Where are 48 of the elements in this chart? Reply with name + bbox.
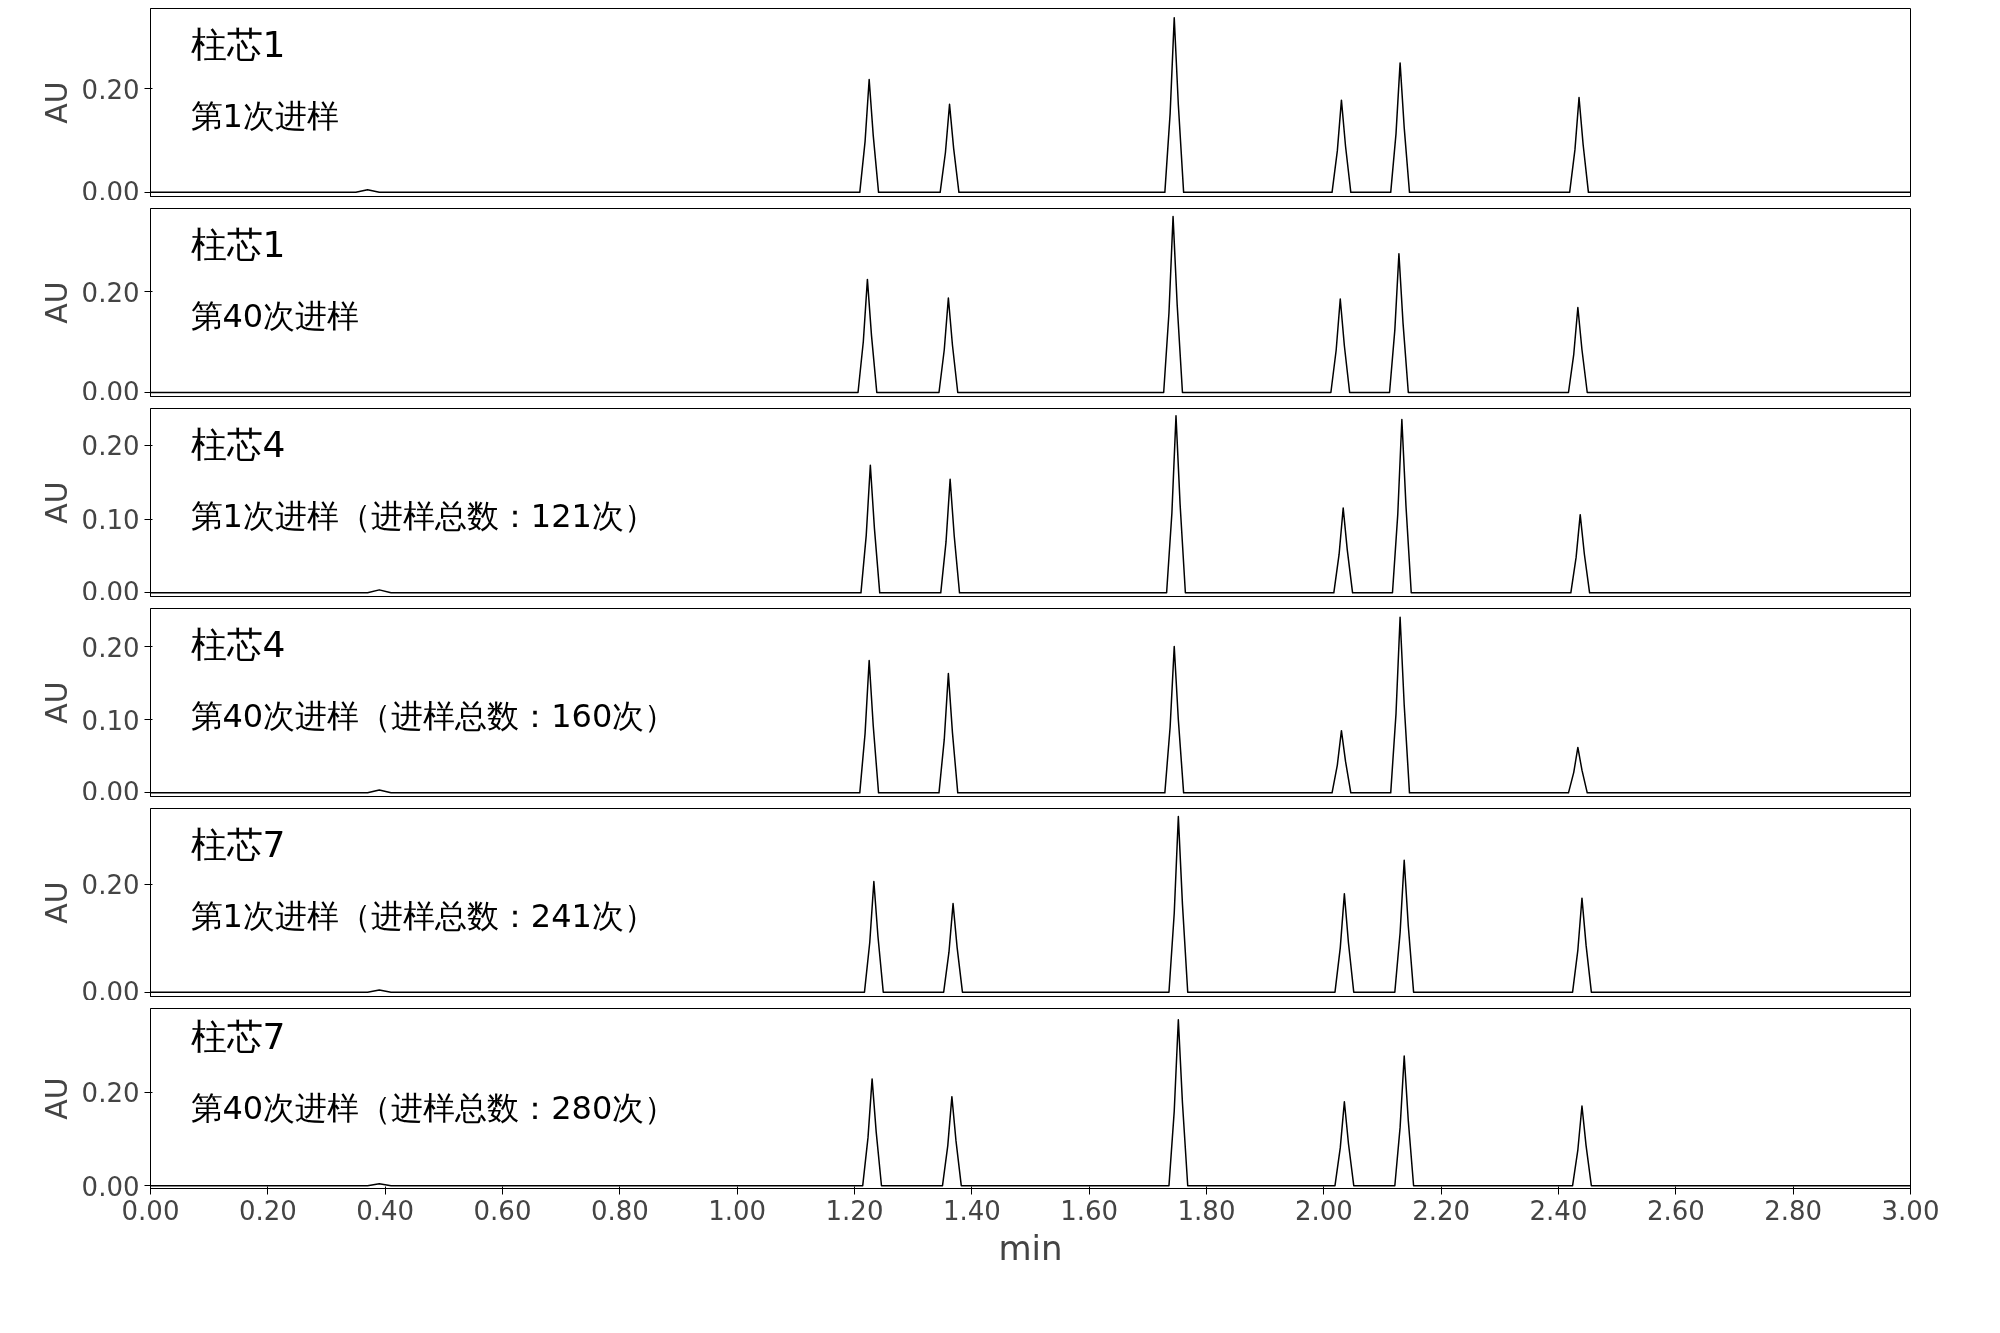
y-tick-label: 0.20	[81, 1078, 140, 1109]
y-tick-label: 0.20	[81, 431, 140, 462]
x-tick-label: 1.60	[1060, 1195, 1119, 1226]
y-tick-label: 0.00	[81, 376, 140, 407]
annotation: 柱芯7	[190, 1015, 286, 1057]
x-tick-label: 0.80	[590, 1195, 649, 1226]
y-axis-title: AU	[38, 681, 74, 724]
annotation: 柱芯1	[190, 23, 286, 65]
x-tick-label: 2.00	[1294, 1195, 1353, 1226]
annotation: 第40次进样	[190, 296, 360, 335]
annotation: 第1次进样（进样总数：121次）	[190, 496, 656, 535]
y-tick-label: 0.00	[81, 576, 140, 607]
x-tick-label: 2.60	[1646, 1195, 1705, 1226]
y-tick-label: 0.10	[81, 505, 140, 536]
y-axis-title: AU	[38, 81, 74, 124]
annotation: 柱芯1	[190, 223, 286, 265]
y-tick-label: 0.20	[81, 277, 140, 308]
x-tick-label: 3.00	[1881, 1195, 1940, 1226]
y-axis-title: AU	[38, 1077, 74, 1120]
y-tick-label: 0.20	[81, 870, 140, 901]
x-tick-label: 1.40	[942, 1195, 1001, 1226]
x-axis-title: min	[998, 1227, 1063, 1268]
x-tick-label: 0.20	[238, 1195, 297, 1226]
x-tick-label: 1.80	[1177, 1195, 1236, 1226]
x-tick-label: 0.00	[121, 1195, 180, 1226]
x-tick-label: 1.00	[708, 1195, 767, 1226]
y-axis-title: AU	[38, 481, 74, 524]
y-tick-label: 0.00	[81, 776, 140, 807]
x-tick-label: 2.40	[1529, 1195, 1588, 1226]
x-tick-label: 2.20	[1412, 1195, 1471, 1226]
x-tick-label: 1.20	[825, 1195, 884, 1226]
y-tick-label: 0.00	[81, 176, 140, 207]
annotation: 柱芯4	[190, 623, 286, 665]
y-tick-label: 0.10	[81, 705, 140, 736]
y-tick-label: 0.20	[81, 632, 140, 663]
y-axis-title: AU	[38, 281, 74, 324]
annotation: 第1次进样	[190, 96, 339, 135]
annotation: 第40次进样（进样总数：160次）	[190, 696, 677, 735]
annotation: 第1次进样（进样总数：241次）	[190, 896, 656, 935]
x-tick-label: 0.60	[473, 1195, 532, 1226]
annotation: 柱芯4	[190, 423, 286, 465]
annotation: 柱芯7	[190, 823, 286, 865]
y-tick-label: 0.20	[81, 74, 140, 105]
annotation: 第40次进样（进样总数：280次）	[190, 1088, 677, 1127]
y-tick-label: 0.00	[81, 976, 140, 1007]
y-axis-title: AU	[38, 881, 74, 924]
x-tick-label: 0.40	[356, 1195, 415, 1226]
x-tick-label: 2.80	[1764, 1195, 1823, 1226]
